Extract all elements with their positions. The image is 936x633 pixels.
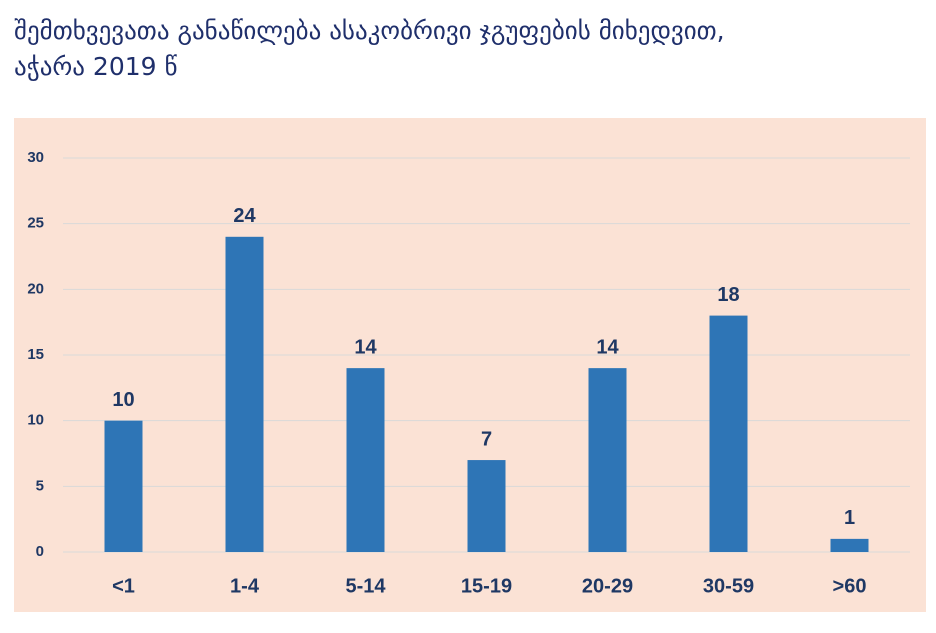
data-label: 7 (481, 428, 492, 450)
y-tick-label: 0 (36, 543, 44, 560)
bar (467, 460, 506, 552)
bar (104, 420, 143, 552)
x-tick-label: 30-59 (703, 575, 754, 597)
data-label: 10 (112, 389, 134, 411)
data-label: 18 (717, 284, 739, 306)
y-tick-label: 10 (27, 412, 44, 429)
x-tick-label: >60 (833, 575, 867, 597)
bar (830, 538, 869, 552)
x-tick-label: 20-29 (582, 575, 633, 597)
x-tick-label: 15-19 (461, 575, 512, 597)
data-label: 1 (844, 507, 855, 529)
chart-title: აჭარა 2019 წ (14, 52, 178, 81)
y-tick-label: 30 (27, 149, 44, 166)
data-label: 14 (596, 336, 619, 358)
y-tick-label: 20 (27, 280, 44, 297)
x-tick-label: <1 (112, 575, 135, 597)
x-tick-label: 5-14 (345, 575, 386, 597)
bar (225, 236, 264, 553)
y-tick-label: 15 (27, 346, 44, 363)
chart-title: შემთხვევათა განაწილება ასაკობრივი ჯგუფებ… (14, 16, 725, 45)
y-tick-label: 5 (36, 477, 44, 494)
data-label: 24 (233, 205, 256, 227)
x-tick-label: 1-4 (230, 575, 260, 597)
bar (346, 368, 385, 552)
bar (709, 315, 748, 552)
bar (588, 368, 627, 552)
y-tick-label: 25 (27, 215, 44, 232)
data-label: 14 (354, 336, 377, 358)
